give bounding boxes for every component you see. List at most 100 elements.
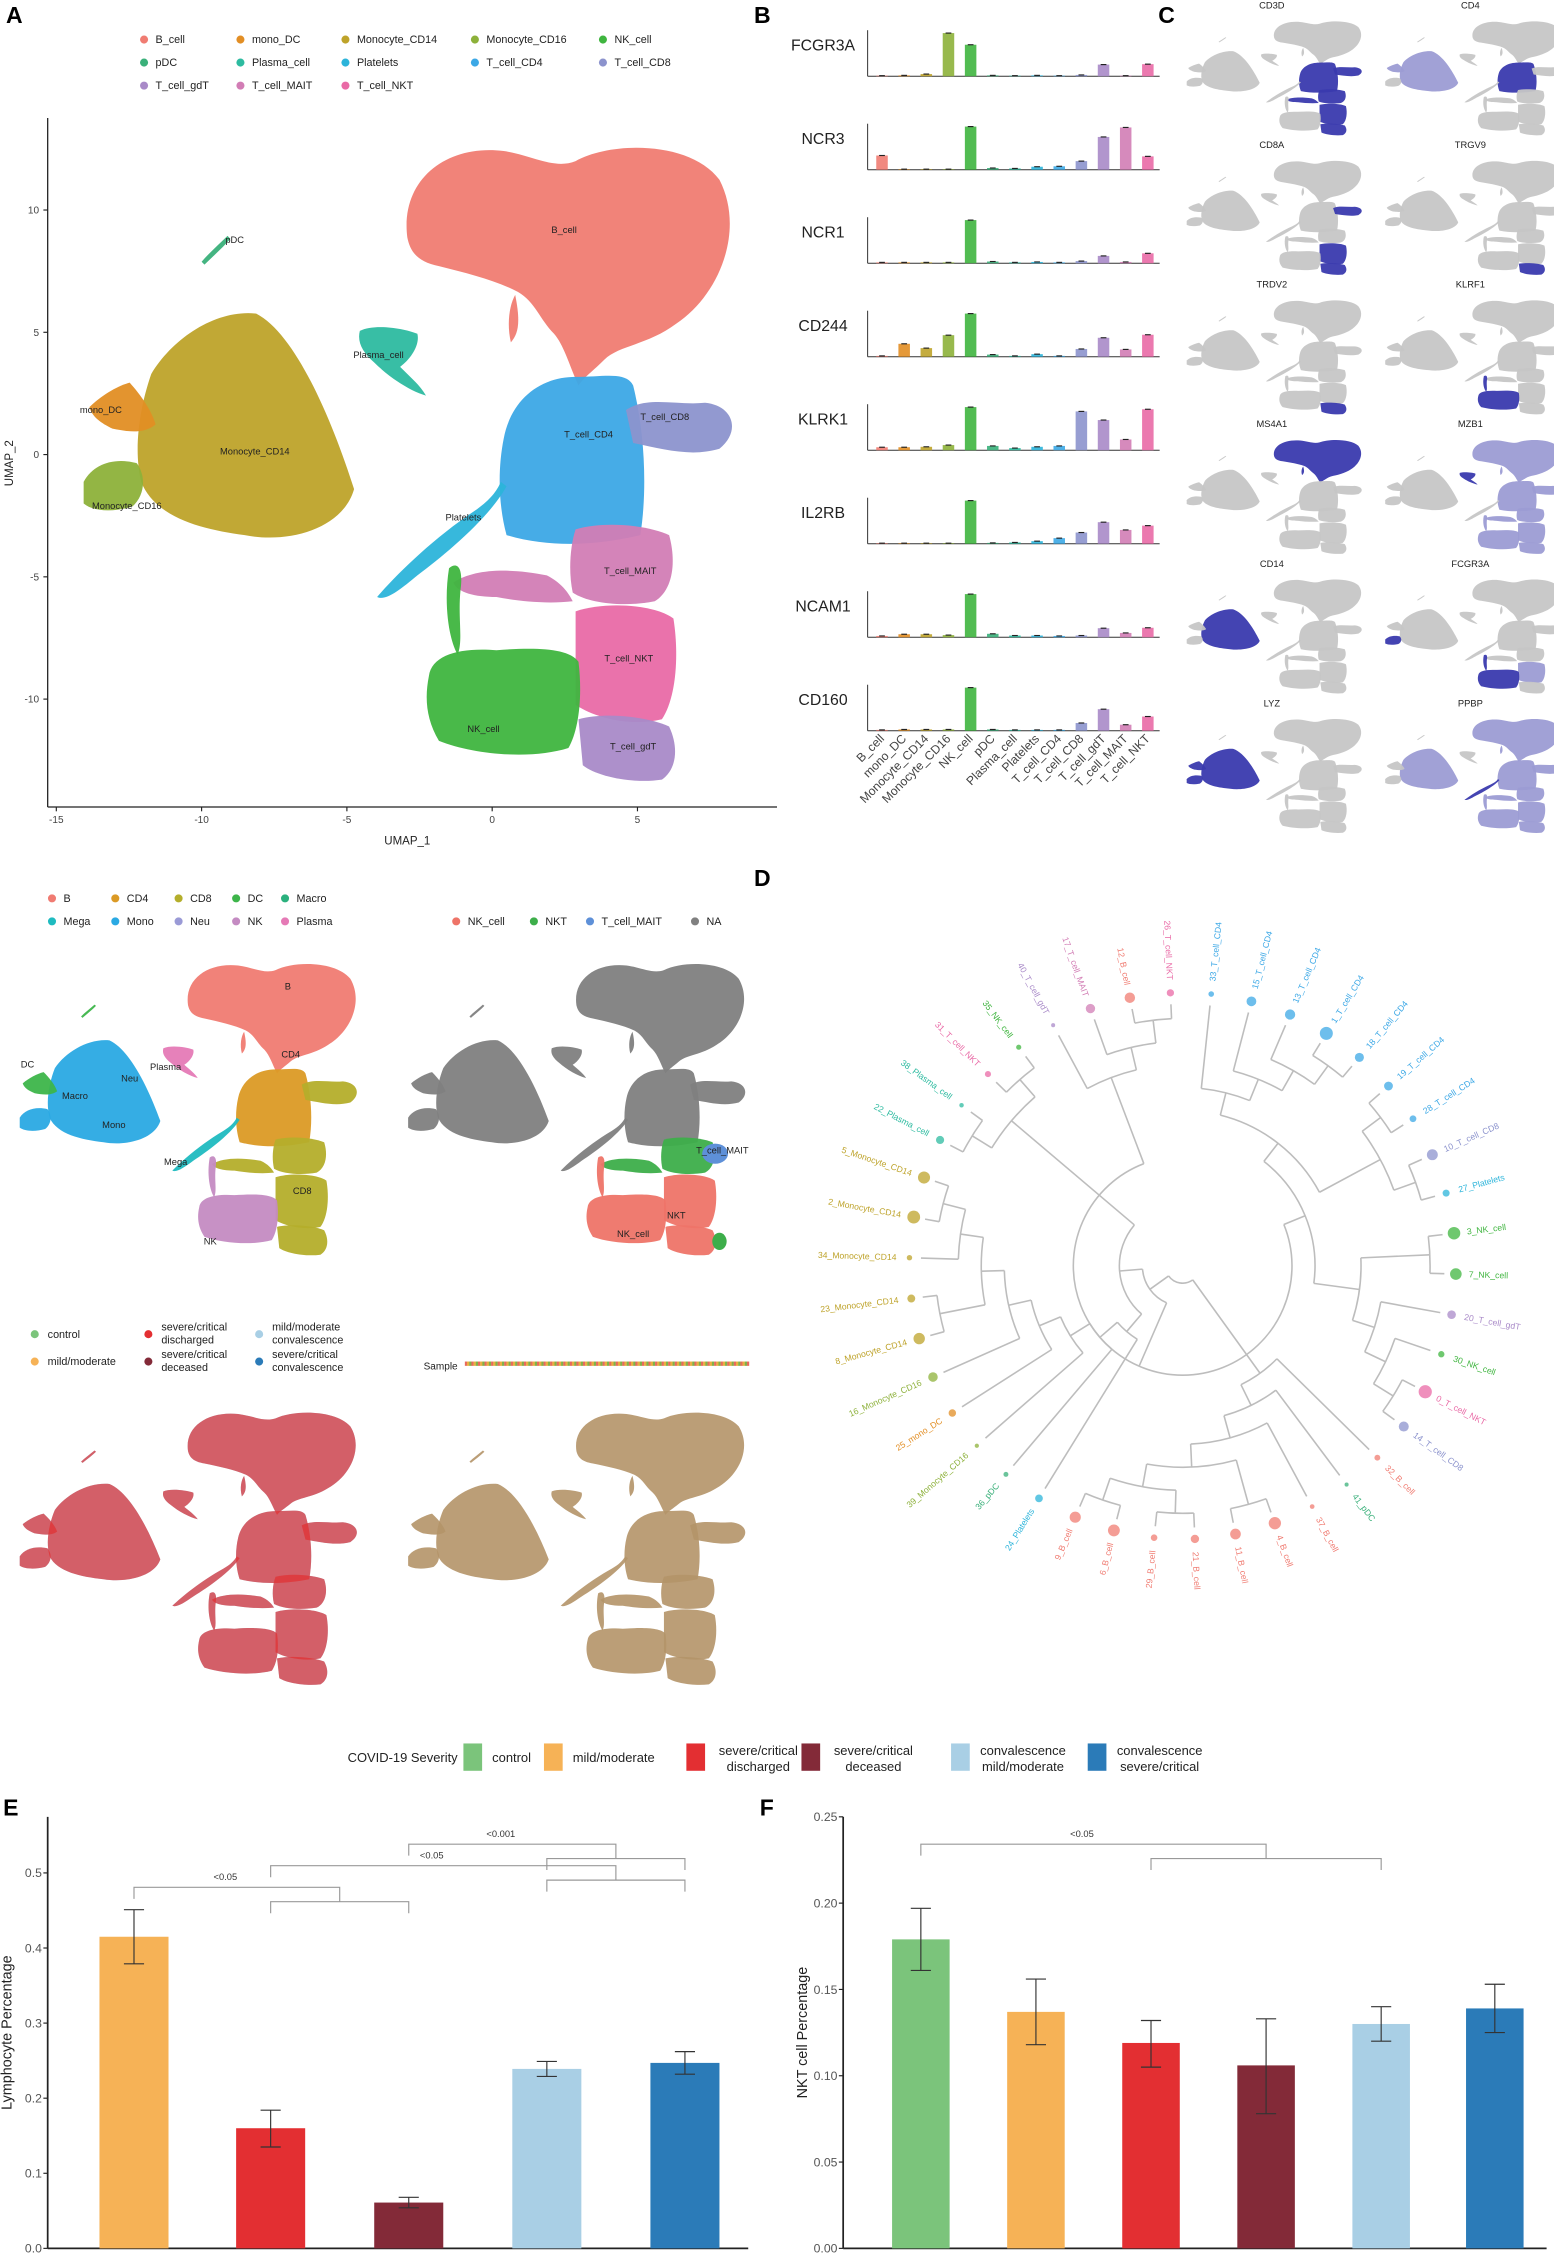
sample-legend-swatch: [670, 1361, 673, 1366]
dendrogram-branch: [949, 1144, 964, 1153]
sample-legend-swatch: [510, 1361, 514, 1366]
cluster-t-cell-cd4: [499, 375, 645, 544]
bar: [898, 634, 910, 638]
cluster-t-cell-gdt: [1518, 681, 1545, 694]
sample-legend-swatch: [733, 1361, 737, 1366]
legend-dot: [281, 894, 290, 903]
legend-dot: [341, 35, 350, 44]
sample-legend-swatch: [703, 1361, 706, 1366]
sample-legend-swatch: [467, 1361, 470, 1366]
cluster-nk-cell: [1477, 669, 1520, 689]
dendrogram-branch: [930, 1330, 945, 1337]
cluster-b-cell: [1301, 326, 1305, 336]
gene-row-ncr3: NCR3: [802, 123, 1160, 171]
panel-e-lymphocyte-chart: 0.0 0.1 0.2 0.3 0.4 0.5 Lymphocyte Percentage <…: [0, 1816, 749, 2256]
dendrogram-branch: [1352, 1319, 1375, 1329]
cluster-t-cell-nkt: [275, 1174, 328, 1229]
bar: [1031, 354, 1043, 357]
cluster-pdc: [1218, 595, 1227, 601]
dendrogram-arc: [1118, 1224, 1143, 1315]
leaf-node: [1426, 1149, 1438, 1161]
cluster-label: T_cell_gdT: [610, 741, 657, 751]
bar: [1142, 156, 1154, 170]
sample-legend-swatch: [591, 1361, 594, 1366]
cluster-t-cell-nkt: [1319, 522, 1347, 544]
bar: [1119, 529, 1132, 544]
sample-legend-swatch: [720, 1361, 723, 1366]
bar: [898, 729, 910, 731]
mait-region: [702, 1143, 729, 1164]
feature-umap-ppbp: [1385, 719, 1554, 834]
cluster-t-cell-nkt: [1518, 243, 1546, 265]
dendrogram-branch: [960, 1233, 984, 1239]
cluster-platelets: [377, 481, 507, 598]
legend-label: T_cell_MAIT: [602, 916, 663, 928]
gene-row-ncam1: NCAM1: [795, 591, 1160, 638]
legend-label: convalescence mild/moderate: [980, 1743, 1066, 1774]
cluster-nk-cell: [198, 1628, 278, 1674]
cluster-t-cell-mait: [1318, 507, 1346, 523]
bar: [1097, 522, 1110, 544]
legend-label-line: mild/moderate: [982, 1759, 1064, 1774]
p-value-label: <0.05: [1070, 1829, 1094, 1839]
bar: [1075, 261, 1088, 264]
bar: [1142, 409, 1154, 451]
sample-legend-swatch: [504, 1361, 507, 1366]
cluster-t-cell-mait: [570, 524, 673, 605]
cluster-t-cell-nkt: [1518, 661, 1546, 683]
feature-title: KLRF1: [1456, 280, 1485, 290]
cluster-t-cell-mait: [1318, 89, 1346, 104]
bar: [1075, 74, 1088, 77]
sample-legend-swatch: [729, 1361, 732, 1366]
legend-label: NK_cell: [468, 916, 505, 928]
bar: [1009, 542, 1021, 544]
cluster-t-cell-cd8: [1531, 206, 1554, 216]
sample-legend-swatch: [519, 1361, 522, 1366]
gene-row-cd244: CD244: [798, 310, 1160, 358]
cluster-t-cell-mait: [1516, 786, 1545, 802]
cluster-t-cell-nkt: [1518, 103, 1546, 125]
dendrogram-branch: [1382, 1410, 1395, 1421]
dendrogram-arc: [1059, 1316, 1084, 1354]
leaf-node: [1442, 1189, 1450, 1197]
gene-row-klrk1: KLRK1: [798, 404, 1160, 451]
cluster-monocyte-cd16: [19, 1108, 51, 1131]
legend-label-line: convalescence: [272, 1335, 343, 1347]
p-value-label: <0.001: [486, 1829, 515, 1839]
cluster-t-cell-mait: [1286, 376, 1319, 383]
cluster-nk-cell: [1279, 669, 1321, 689]
celltype-umap: B CD4 CD8 DC Macro Mega Mono Neu NK Plasma B CD4 CD8…: [19, 893, 357, 1256]
sample-legend-swatch: [738, 1361, 741, 1366]
dendrogram-branch: [1101, 1477, 1111, 1501]
dendrogram-branch: [1152, 1020, 1157, 1044]
bar: [987, 168, 999, 170]
leaf-node: [935, 1135, 945, 1145]
bar-convalescence-mild-moderate: [512, 2068, 582, 2249]
bar-mild-moderate: [99, 1936, 169, 2249]
bar: [1031, 261, 1043, 264]
legend-label: NKT: [545, 916, 567, 928]
sample-legend-swatch: [650, 1361, 654, 1366]
dendrogram-branch: [1373, 1383, 1394, 1397]
leaf-node: [907, 1210, 921, 1224]
cluster-t-cell-cd4: [236, 1068, 312, 1147]
dendrogram-arc: [1351, 1257, 1362, 1321]
leaf-node: [1208, 991, 1215, 997]
leaf-node: [1409, 1115, 1417, 1123]
cluster-t-cell-mait: [1318, 368, 1346, 383]
significance-bracket: [920, 1843, 1267, 1859]
bar-mild-moderate: [1007, 2011, 1065, 2249]
sample-legend-swatch: [532, 1361, 535, 1366]
cluster-plasma-cell: [1261, 193, 1280, 206]
significance-bracket: [546, 1879, 686, 1892]
sample-legend-swatch: [628, 1361, 632, 1366]
sample-legend-swatch: [646, 1361, 649, 1366]
cluster-monocyte-cd16: [408, 1108, 439, 1131]
cluster-label: Monocyte_CD16: [92, 501, 162, 511]
cluster-nk-cell: [596, 1592, 605, 1631]
gene-label: NCAM1: [795, 598, 851, 615]
legend-label: Plasma: [297, 916, 333, 928]
sample-legend-swatch: [648, 1361, 651, 1366]
cluster-b-cell: [1273, 719, 1362, 762]
legend-dot: [341, 58, 350, 67]
